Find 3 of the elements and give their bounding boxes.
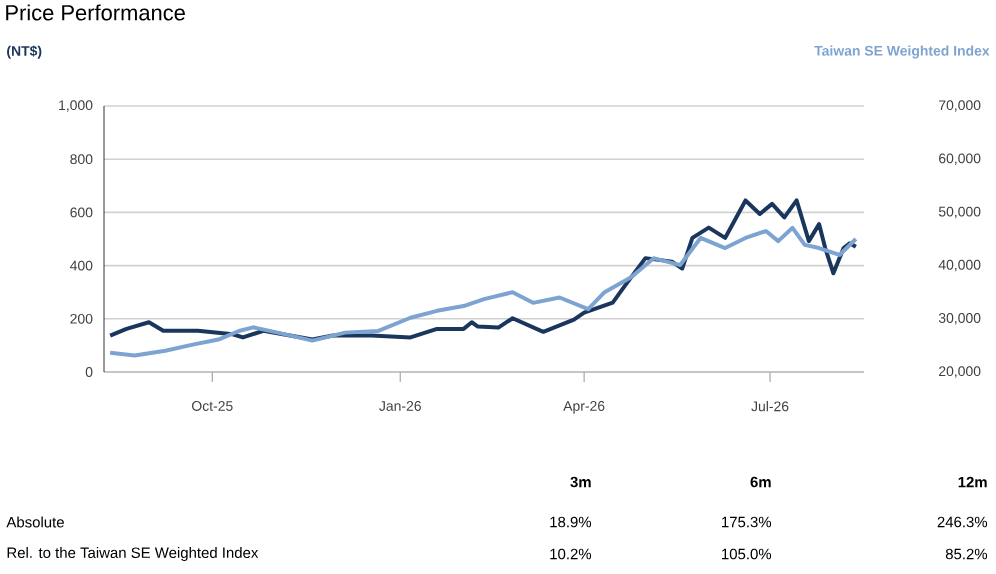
line-series [108, 225, 858, 358]
line-series [108, 198, 858, 342]
chart-title: Price Performance [6, 4, 185, 21]
